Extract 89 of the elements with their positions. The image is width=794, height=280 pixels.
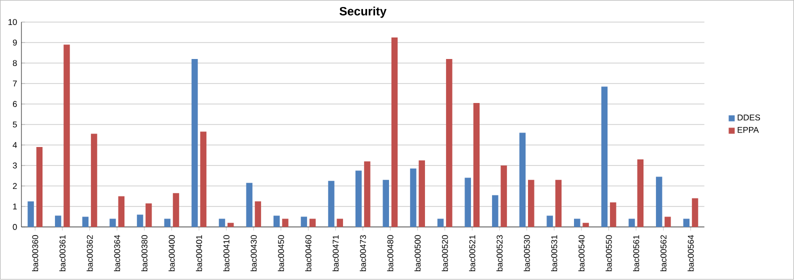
- bar: [254, 202, 262, 228]
- bar: [64, 44, 70, 228]
- bar: [492, 195, 498, 228]
- bar: [692, 198, 698, 228]
- bar: [656, 176, 662, 228]
- x-tick-label: bac00401: [196, 235, 202, 272]
- x-tick-label: bac00521: [469, 235, 476, 272]
- bar: [610, 202, 616, 228]
- y-tick-label: 10: [8, 19, 17, 26]
- bar: [500, 166, 507, 228]
- y-tick-label: 5: [12, 122, 17, 128]
- x-tick-label: bac00500: [414, 235, 421, 272]
- bar: [110, 218, 116, 228]
- x-tick-label: bac00561: [633, 235, 640, 272]
- bar: [437, 218, 444, 228]
- x-tick-label: bac00550: [606, 235, 612, 272]
- bar: [637, 160, 644, 228]
- y-tick-label: 9: [12, 40, 17, 46]
- legend-label: DDES: [738, 114, 760, 121]
- bar: [683, 218, 690, 228]
- bar: [519, 132, 526, 228]
- bar: [228, 223, 234, 228]
- bar: [28, 202, 34, 228]
- x-tick-label: bac00520: [442, 235, 448, 272]
- x-tick-label: bac00523: [496, 235, 503, 272]
- bar: [364, 162, 370, 228]
- x-tick-label: bac00360: [32, 235, 38, 272]
- x-tick-label: bac00410: [223, 235, 230, 272]
- bar: [192, 59, 198, 228]
- bar: [382, 180, 390, 228]
- x-tick-label: bac00562: [660, 235, 666, 272]
- bar: [464, 178, 471, 228]
- bar: [664, 216, 671, 228]
- bar: [164, 218, 170, 228]
- y-tick-label: 6: [12, 101, 17, 108]
- bar: [246, 183, 252, 228]
- bar: [82, 216, 89, 228]
- x-tick-label: bac00361: [59, 235, 66, 272]
- x-tick-label: bac00531: [551, 235, 558, 272]
- y-tick-label: 2: [12, 183, 17, 190]
- y-tick-label: 0: [12, 224, 17, 230]
- y-tick-label: 8: [12, 60, 17, 66]
- bar: [282, 218, 288, 228]
- bar: [118, 196, 124, 228]
- bar: [582, 223, 589, 228]
- y-tick-label: 3: [12, 162, 17, 169]
- bar: [274, 216, 280, 228]
- bar: [546, 216, 553, 228]
- bar: [54, 216, 62, 228]
- x-tick-label: bac00450: [278, 235, 284, 272]
- x-tick-label: bac00540: [578, 235, 585, 272]
- bar: [601, 86, 608, 228]
- bar: [391, 38, 398, 228]
- bar: [90, 134, 98, 228]
- y-tick-label: 7: [12, 80, 17, 87]
- bar: [574, 218, 580, 228]
- bar: [146, 204, 152, 228]
- x-tick-label: bac00380: [141, 235, 148, 272]
- bar: [528, 180, 534, 228]
- x-tick-label: bac00564: [688, 235, 694, 272]
- bar: [136, 214, 144, 228]
- bar: [473, 103, 480, 228]
- x-tick-label: bac00362: [86, 235, 93, 272]
- bar: [328, 181, 334, 228]
- x-tick-label: bac00480: [387, 235, 394, 272]
- x-tick-label: bac00400: [168, 235, 175, 272]
- bar: [36, 147, 43, 228]
- bar: [628, 218, 635, 228]
- bar: [218, 218, 226, 228]
- bar: [446, 59, 452, 228]
- bar: [410, 168, 416, 228]
- bar: [418, 160, 425, 228]
- bar: [355, 170, 362, 228]
- bar: [555, 180, 562, 228]
- x-tick-label: bac00530: [524, 235, 530, 272]
- y-tick-label: 1: [13, 204, 17, 210]
- x-tick-label: bac00460: [305, 235, 312, 272]
- bar: [172, 193, 180, 228]
- bar: [200, 132, 206, 228]
- legend-label: EPPA: [738, 127, 759, 133]
- x-tick-label: bac00364: [114, 235, 120, 272]
- x-tick-label: bac00471: [332, 235, 339, 272]
- x-tick-label: bac00430: [250, 235, 257, 272]
- bar: [309, 218, 316, 228]
- chart-title: Security: [340, 6, 387, 18]
- x-tick-label: bac00473: [360, 235, 366, 272]
- bar: [336, 218, 344, 228]
- y-tick-label: 4: [12, 142, 17, 148]
- bar: [300, 216, 308, 228]
